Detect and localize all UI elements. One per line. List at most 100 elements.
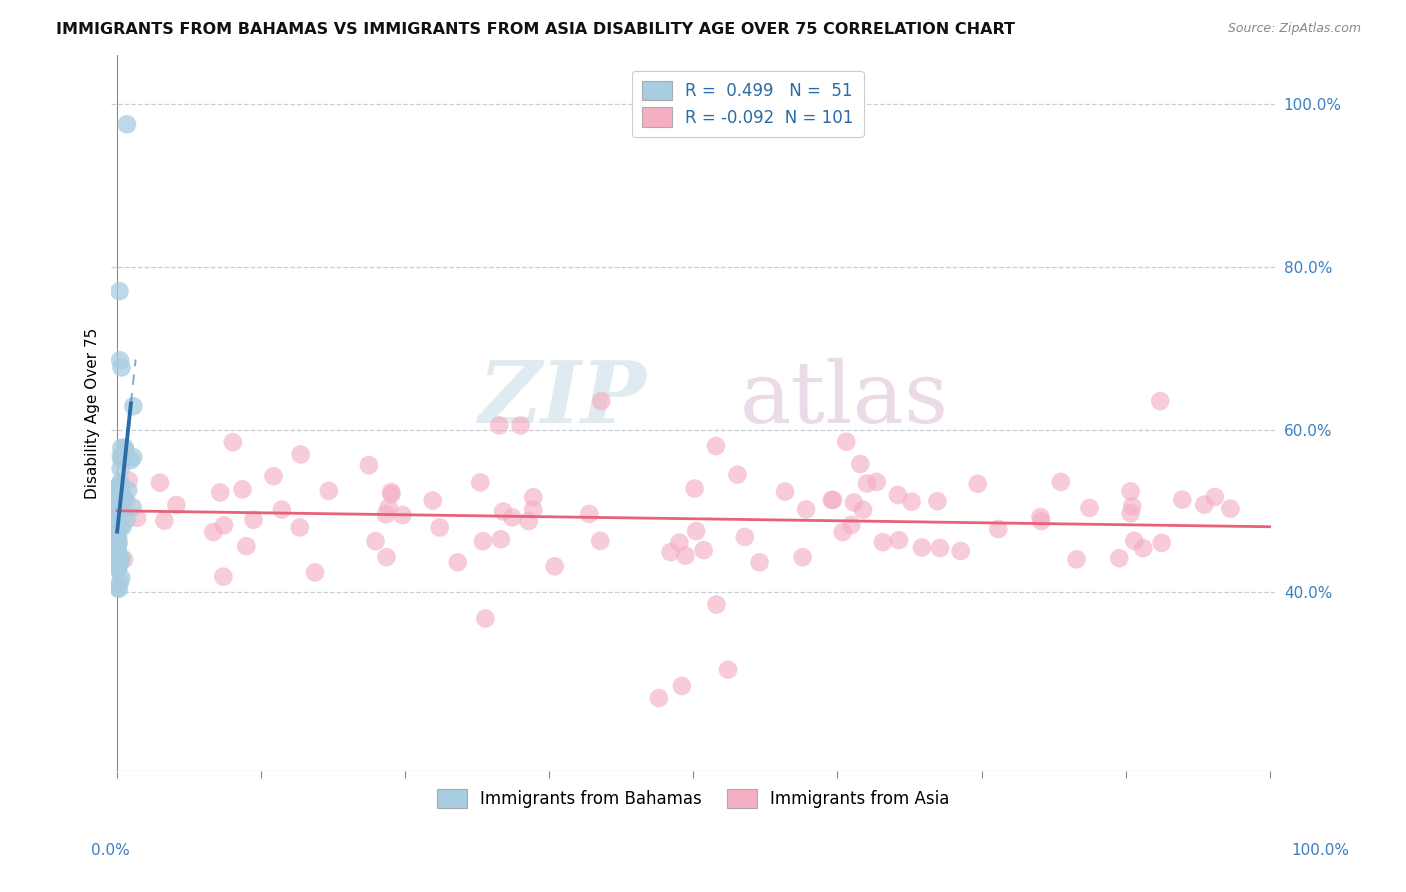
Point xyxy=(122,399,145,413)
Point xyxy=(591,394,613,409)
Point xyxy=(112,552,135,566)
Point xyxy=(966,476,988,491)
Point xyxy=(1066,552,1088,566)
Point xyxy=(115,513,138,527)
Point xyxy=(839,518,862,533)
Point xyxy=(209,485,232,500)
Point xyxy=(685,524,707,538)
Point xyxy=(648,691,671,706)
Point xyxy=(107,549,129,563)
Point xyxy=(375,508,398,522)
Point xyxy=(1123,533,1146,548)
Point xyxy=(692,543,714,558)
Point xyxy=(364,534,387,549)
Point xyxy=(107,561,129,575)
Point xyxy=(107,489,129,503)
Point xyxy=(704,439,727,453)
Point xyxy=(112,491,135,505)
Point xyxy=(380,487,402,501)
Point xyxy=(111,450,134,465)
Point xyxy=(108,353,131,368)
Point xyxy=(107,558,129,572)
Point xyxy=(671,679,693,693)
Point xyxy=(288,520,311,534)
Point xyxy=(929,541,952,555)
Point xyxy=(120,453,142,467)
Point xyxy=(517,514,540,528)
Point xyxy=(683,482,706,496)
Point xyxy=(111,520,134,534)
Point xyxy=(706,598,728,612)
Point xyxy=(429,520,451,534)
Point xyxy=(1194,498,1216,512)
Point xyxy=(377,500,399,515)
Point xyxy=(659,545,682,559)
Point xyxy=(117,483,139,498)
Point xyxy=(472,534,495,549)
Point xyxy=(110,571,132,585)
Point xyxy=(110,449,132,463)
Point xyxy=(544,559,567,574)
Point xyxy=(111,490,134,504)
Point xyxy=(1149,394,1171,409)
Point xyxy=(470,475,492,490)
Point xyxy=(887,533,910,548)
Point xyxy=(108,503,131,517)
Point xyxy=(1219,501,1241,516)
Point xyxy=(108,520,131,534)
Legend: Immigrants from Bahamas, Immigrants from Asia: Immigrants from Bahamas, Immigrants from… xyxy=(429,780,957,817)
Point xyxy=(675,549,697,563)
Point xyxy=(107,533,129,547)
Point xyxy=(108,480,131,494)
Point xyxy=(114,441,136,455)
Text: atlas: atlas xyxy=(740,358,949,441)
Point xyxy=(270,502,292,516)
Point xyxy=(110,441,132,455)
Point xyxy=(488,418,510,433)
Point xyxy=(1108,551,1130,566)
Point xyxy=(856,476,879,491)
Point xyxy=(949,544,972,558)
Point xyxy=(107,509,129,524)
Point xyxy=(231,483,253,497)
Point xyxy=(501,510,523,524)
Point xyxy=(107,546,129,560)
Point xyxy=(110,461,132,475)
Point xyxy=(509,418,531,433)
Point xyxy=(835,434,858,449)
Point xyxy=(165,498,187,512)
Point xyxy=(589,533,612,548)
Point xyxy=(108,575,131,590)
Point xyxy=(118,474,141,488)
Point xyxy=(110,475,132,489)
Point xyxy=(522,502,544,516)
Point xyxy=(1121,500,1143,514)
Point xyxy=(849,457,872,471)
Point xyxy=(794,502,817,516)
Point xyxy=(1031,514,1053,528)
Point xyxy=(212,518,235,533)
Point xyxy=(107,515,129,529)
Point xyxy=(107,490,129,504)
Point xyxy=(202,525,225,540)
Point xyxy=(821,492,844,507)
Point xyxy=(911,541,934,555)
Text: ZIP: ZIP xyxy=(479,357,647,441)
Point xyxy=(114,443,136,458)
Point xyxy=(110,495,132,509)
Point xyxy=(380,485,402,500)
Point xyxy=(1119,484,1142,499)
Point xyxy=(748,555,770,569)
Point xyxy=(235,539,257,553)
Point xyxy=(773,484,796,499)
Point xyxy=(149,475,172,490)
Point xyxy=(422,493,444,508)
Point xyxy=(872,535,894,549)
Point xyxy=(1204,490,1226,504)
Point xyxy=(1119,506,1142,520)
Point xyxy=(108,507,131,521)
Point xyxy=(222,435,245,450)
Point xyxy=(489,533,512,547)
Text: Source: ZipAtlas.com: Source: ZipAtlas.com xyxy=(1227,22,1361,36)
Y-axis label: Disability Age Over 75: Disability Age Over 75 xyxy=(86,327,100,499)
